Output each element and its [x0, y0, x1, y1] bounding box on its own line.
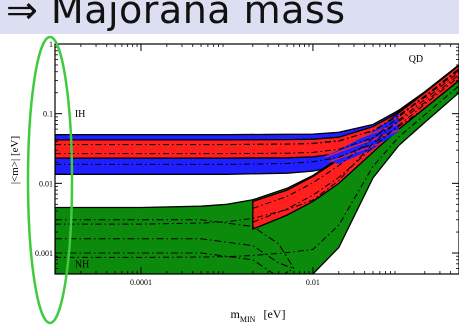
band-1 — [55, 64, 459, 159]
nh-contour-0 — [55, 219, 295, 269]
x-axis-label-sub: MIN — [240, 315, 256, 324]
axis-ticks: 1 0.1 0.01 0.001 0.0001 0.01 — [35, 40, 459, 287]
y-tick-label: 0.1 — [43, 110, 53, 119]
contour-3-upper — [252, 68, 459, 209]
y-tick-label: 0.001 — [35, 249, 53, 258]
y-tick-label: 0.01 — [39, 179, 53, 188]
region-label-ih: IH — [75, 109, 86, 120]
x-axis-label: mMIN [eV] — [231, 307, 286, 324]
x-tick-label: 0.0001 — [130, 278, 152, 287]
contour-2-upper — [55, 71, 459, 225]
contour-2-lower — [55, 85, 459, 258]
region-label-qd: QD — [409, 54, 423, 65]
contour-1-upper — [55, 68, 459, 145]
title-banner: ⇒ Majorana mass — [0, 0, 459, 34]
x-axis-label-main: m — [231, 307, 241, 321]
x-axis-label-unit: [eV] — [263, 307, 285, 321]
band-regions — [55, 63, 459, 274]
band-2 — [55, 64, 459, 274]
region-labels: QD IH NH — [75, 54, 423, 270]
title-text: Majorana mass — [50, 0, 346, 32]
region-label-nh: NH — [75, 259, 89, 270]
y-tick-label: 1 — [49, 40, 53, 49]
slide-title: ⇒ Majorana mass — [6, 0, 346, 32]
contour-1-lower — [55, 74, 459, 155]
x-tick-label: 0.01 — [306, 278, 320, 287]
nh-contour-1 — [55, 238, 295, 269]
title-arrow: ⇒ — [6, 0, 51, 32]
contour-0-lower — [55, 80, 459, 165]
y-axis-label: |<m>| [eV] — [9, 136, 21, 184]
plot-frame — [54, 43, 459, 275]
highlight-ellipse — [26, 35, 74, 325]
contour-3-lower — [252, 76, 459, 223]
nh-contour-2 — [55, 252, 295, 274]
contour-lines — [55, 68, 459, 274]
